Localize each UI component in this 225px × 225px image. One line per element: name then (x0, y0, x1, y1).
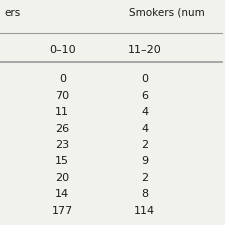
Text: 70: 70 (55, 91, 69, 101)
Text: 0–10: 0–10 (49, 45, 76, 55)
Text: 4: 4 (141, 124, 148, 133)
Text: 8: 8 (141, 189, 148, 199)
Text: 26: 26 (55, 124, 69, 133)
Text: 6: 6 (141, 91, 148, 101)
Text: 177: 177 (52, 206, 73, 216)
Text: Smokers (num: Smokers (num (129, 8, 205, 18)
Text: 15: 15 (55, 156, 69, 166)
Text: 114: 114 (134, 206, 155, 216)
Text: 14: 14 (55, 189, 69, 199)
Text: 23: 23 (55, 140, 69, 150)
Text: 9: 9 (141, 156, 148, 166)
Text: 11: 11 (55, 107, 69, 117)
Text: 11–20: 11–20 (128, 45, 162, 55)
Text: ers: ers (4, 8, 21, 18)
Text: 0: 0 (59, 74, 66, 84)
Text: 4: 4 (141, 107, 148, 117)
Text: 2: 2 (141, 173, 148, 183)
Text: 2: 2 (141, 140, 148, 150)
Text: 20: 20 (55, 173, 69, 183)
Text: 0: 0 (141, 74, 148, 84)
